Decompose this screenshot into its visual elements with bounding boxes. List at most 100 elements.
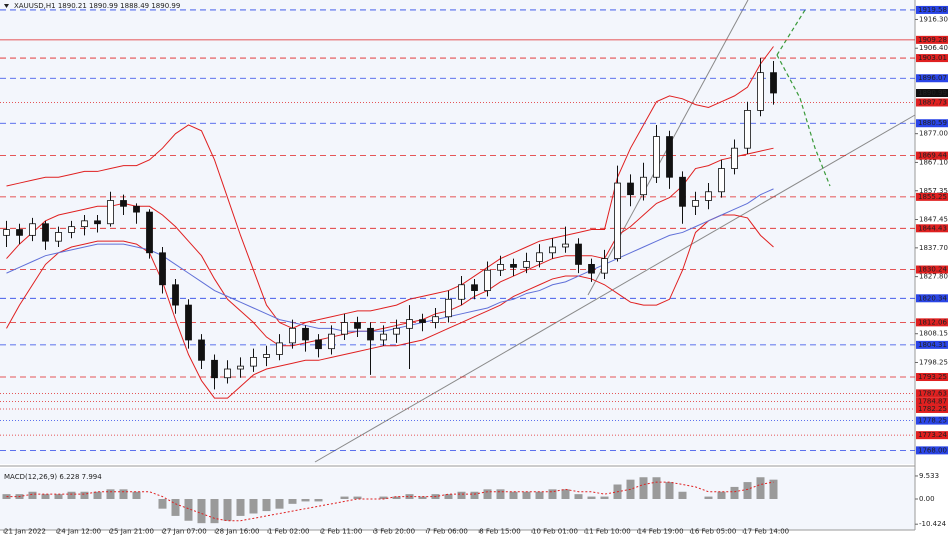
level-tag: [916, 318, 948, 327]
level-label: 1784.87: [918, 397, 947, 405]
macd-bar: [743, 482, 752, 499]
macd-bar: [704, 496, 713, 499]
candle-body: [510, 264, 517, 268]
candle-body: [627, 182, 634, 196]
level-tag: [916, 294, 948, 303]
candle-body: [393, 327, 400, 335]
level-tag: [916, 192, 948, 201]
level-label: 1804.31: [918, 341, 947, 349]
candle-body: [146, 211, 153, 254]
candle-body: [380, 333, 387, 341]
macd-bar: [392, 496, 401, 499]
level-tag: [916, 373, 948, 382]
candle-body: [120, 200, 127, 207]
x-tick-label: 16 Feb 05:00: [690, 528, 736, 535]
y-tick-label: 1857.35: [919, 187, 948, 195]
macd-bar: [340, 496, 349, 499]
level-label: 1820.34: [918, 294, 947, 302]
macd-bar: [275, 499, 284, 509]
candle-body: [42, 223, 49, 242]
level-tag: [916, 446, 948, 455]
candle-body: [705, 191, 712, 201]
macd-bar: [184, 499, 193, 521]
candle-body: [575, 243, 582, 265]
level-label: 1812.06: [918, 318, 947, 326]
macd-bar: [444, 494, 453, 499]
current-price-label: 1890.99: [918, 89, 947, 97]
x-tick-label: 3 Feb 20:00: [374, 528, 415, 535]
candle-body: [172, 284, 179, 306]
candle-body: [679, 176, 686, 207]
x-tick-label: 21 Jan 2022: [4, 528, 46, 535]
macd-bar: [548, 489, 557, 499]
level-label: 1830.24: [918, 266, 947, 274]
level-label: 1793.25: [918, 373, 947, 381]
x-tick-label: 10 Feb 01:00: [532, 528, 578, 535]
macd-bar: [54, 494, 63, 499]
candle-body: [484, 269, 491, 291]
candle-body: [757, 72, 764, 111]
trend-line: [314, 114, 916, 463]
candle-body: [458, 284, 465, 300]
macd-bar: [314, 499, 323, 502]
candle-body: [653, 136, 660, 178]
macd-bar: [223, 499, 232, 521]
level-label: 1787.63: [918, 389, 947, 397]
macd-bar: [730, 486, 739, 499]
candle-body: [419, 319, 426, 323]
candle-body: [731, 147, 738, 169]
macd-bar: [470, 491, 479, 499]
candle-body: [718, 168, 725, 193]
main-pane: [0, 0, 915, 464]
y-tick-label: 1877.00: [919, 130, 948, 138]
candle-body: [211, 359, 218, 379]
level-tag: [916, 74, 948, 83]
current-price-tag: [916, 89, 948, 98]
level-tag: [916, 265, 948, 274]
candle-body: [16, 229, 23, 236]
level-label: 1887.73: [918, 98, 947, 106]
macd-bar: [119, 489, 128, 499]
level-label: 1896.07: [918, 74, 947, 82]
macd-bar: [678, 491, 687, 499]
level-label: 1778.25: [918, 417, 947, 425]
level-label: 1903.01: [918, 54, 947, 62]
candle-body: [471, 284, 478, 291]
macd-signal: [6, 481, 774, 522]
x-tick-label: 24 Jan 12:00: [57, 528, 101, 535]
candle-body: [198, 339, 205, 361]
macd-bar: [457, 491, 466, 499]
x-tick-label: 14 Feb 19:00: [638, 528, 684, 535]
macd-tick-label: 0.00: [919, 495, 935, 503]
macd-bar: [561, 489, 570, 499]
macd-bar: [106, 489, 115, 499]
level-label: 1844.43: [918, 224, 947, 232]
candle-body: [367, 327, 374, 341]
candle-body: [523, 261, 530, 268]
candle-body: [237, 365, 244, 370]
macd-tick-label: -10.424: [919, 520, 947, 528]
candle-body: [263, 354, 270, 358]
candle-body: [588, 264, 595, 274]
candle-body: [29, 223, 36, 236]
indicator-line: [6, 147, 774, 347]
candle-body: [406, 319, 413, 329]
macd-bar: [158, 499, 167, 509]
candle-body: [68, 226, 75, 233]
macd-bar: [756, 477, 765, 499]
candle-body: [432, 316, 439, 323]
y-tick-label: 1808.15: [919, 330, 948, 338]
candle-body: [549, 246, 556, 254]
x-tick-label: 8 Feb 15:00: [479, 528, 520, 535]
candle-body: [328, 333, 335, 350]
macd-bar: [483, 489, 492, 499]
x-tick-label: 7 Feb 06:00: [426, 528, 467, 535]
macd-bar: [67, 491, 76, 499]
candle-body: [315, 339, 322, 350]
y-tick-label: 1847.45: [919, 216, 948, 224]
macd-bar: [171, 499, 180, 516]
indicator-line: [6, 46, 774, 329]
candle-body: [302, 327, 309, 341]
level-label: 1909.28: [918, 36, 947, 44]
